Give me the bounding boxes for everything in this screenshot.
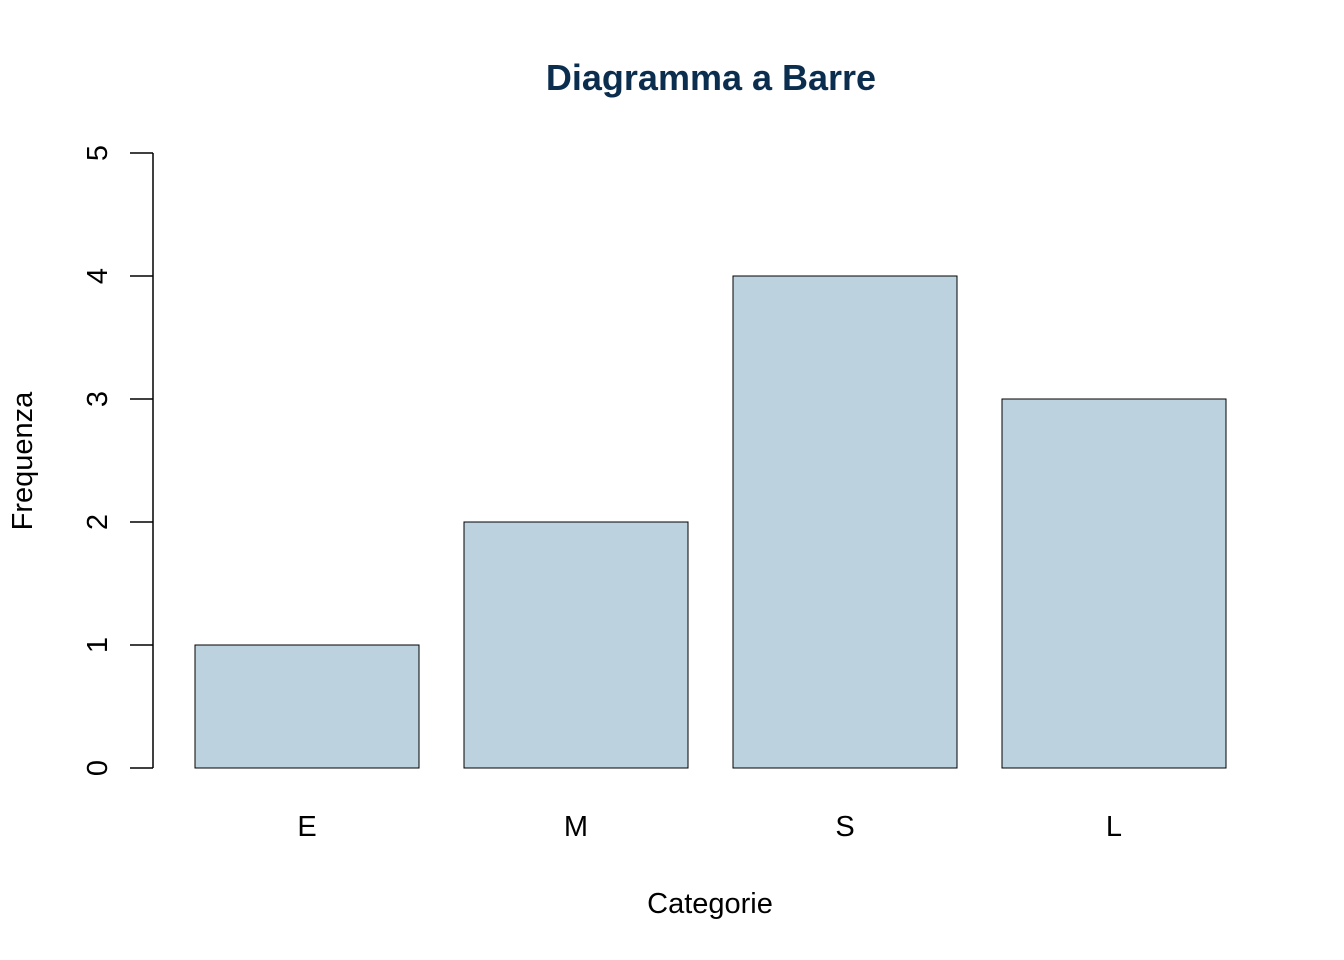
y-tick-label: 2 xyxy=(82,514,114,530)
chart-title: Diagramma a Barre xyxy=(546,57,876,98)
y-axis: 0 1 2 3 4 5 xyxy=(82,145,154,776)
y-tick-label: 1 xyxy=(82,637,114,653)
x-tick-label: M xyxy=(564,811,588,843)
bars-group xyxy=(194,275,1227,769)
x-tick-label: E xyxy=(297,811,316,843)
bar-L xyxy=(1001,398,1227,769)
x-tick-label: L xyxy=(1106,811,1122,843)
y-tick-label: 5 xyxy=(82,145,114,161)
x-tick-label: S xyxy=(835,811,854,843)
y-tick-label: 4 xyxy=(82,268,114,284)
y-tick-label: 0 xyxy=(82,760,114,776)
y-tick-label: 3 xyxy=(82,391,114,407)
bar-E xyxy=(194,644,420,769)
y-axis-label: Frequenza xyxy=(7,391,39,531)
bar-S xyxy=(732,275,958,769)
bar-M xyxy=(463,521,689,769)
x-axis-label: Categorie xyxy=(647,888,773,920)
